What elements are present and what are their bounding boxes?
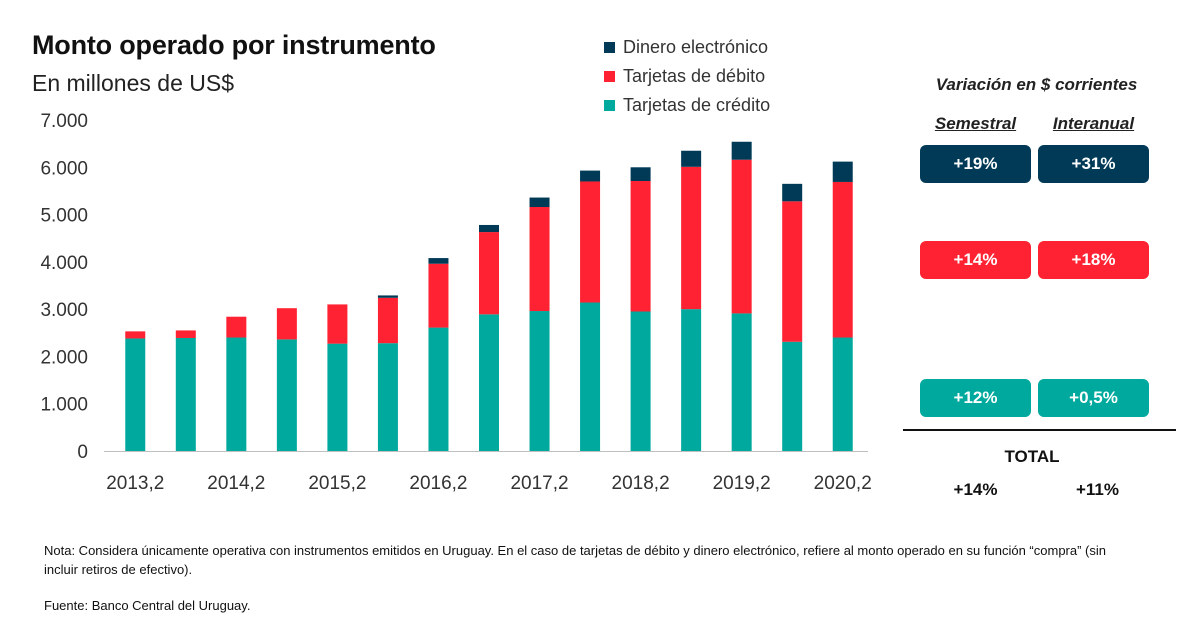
chart-title: Monto operado por instrumento: [32, 30, 436, 60]
x-tick-label: 2014,2: [207, 473, 265, 494]
legend: Dinero electrónico Tarjetas de débito Ta…: [604, 33, 770, 120]
y-tick-label: 5.000: [40, 206, 88, 227]
source-note: Fuente: Banco Central del Uruguay.: [44, 598, 251, 613]
bar-segment-dinero: [832, 161, 853, 182]
bar-segment-credito: [731, 313, 752, 451]
y-tick-label: 1.000: [40, 395, 88, 416]
bar-segment-dinero: [630, 167, 651, 181]
y-tick-label: 6.000: [40, 158, 88, 179]
bar-segment-dinero: [782, 183, 803, 202]
x-tick-label: 2017,2: [510, 473, 568, 494]
dinero-interanual-badge: +31%: [1038, 145, 1149, 183]
y-tick-label: 7.000: [40, 111, 88, 132]
bar-segment-debito: [731, 159, 752, 314]
credito-interanual-badge: +0,5%: [1038, 379, 1149, 417]
bar-segment-dinero: [731, 141, 752, 160]
bar-segment-credito: [428, 327, 449, 451]
bar-segment-credito: [630, 311, 651, 451]
bar-segment-debito: [529, 207, 550, 312]
x-tick-label: 2016,2: [409, 473, 467, 494]
bar-segment-credito: [175, 337, 196, 451]
bar-segment-credito: [276, 339, 297, 451]
bar-segment-debito: [580, 181, 601, 303]
x-tick-label: 2013,2: [106, 473, 164, 494]
bar-segment-debito: [782, 201, 803, 342]
bar-segment-debito: [479, 232, 499, 315]
legend-item-debito: Tarjetas de débito: [604, 62, 770, 91]
x-tick-label: 2019,2: [713, 473, 771, 494]
bar-segment-debito: [832, 181, 853, 338]
bar-segment-credito: [529, 311, 550, 451]
bar-segment-credito: [782, 341, 803, 451]
total-semestral: +14%: [953, 480, 998, 499]
bar-segment-debito: [428, 263, 449, 328]
bar-segment-dinero: [580, 170, 601, 182]
y-tick-label: 4.000: [40, 253, 88, 274]
bar-segment-credito: [580, 302, 601, 451]
bar-segment-debito: [327, 304, 348, 344]
debito-semestral-badge: +14%: [920, 241, 1031, 279]
x-tick-label: 2020,2: [814, 473, 872, 494]
bar-segment-debito: [377, 297, 398, 344]
dinero-semestral-badge: +19%: [920, 145, 1031, 183]
bar-segment-credito: [479, 314, 499, 451]
total-label: TOTAL: [1004, 447, 1060, 466]
legend-label-debito: Tarjetas de débito: [623, 66, 766, 86]
semestral-column-header: Semestral: [934, 114, 1017, 133]
bar-segment-dinero: [681, 150, 702, 167]
y-tick-label: 2.000: [40, 347, 88, 368]
total-interanual: +11%: [1075, 480, 1119, 499]
credito-semestral-badge: +12%: [920, 379, 1031, 417]
bar-segment-credito: [377, 343, 398, 451]
bar-segment-debito: [276, 308, 297, 340]
bar-segment-debito: [226, 316, 247, 338]
bar-segment-dinero: [529, 197, 550, 208]
x-tick-label: 2015,2: [308, 473, 366, 494]
legend-label-dinero: Dinero electrónico: [623, 37, 769, 57]
stacked-bar-chart: 0 1.000 2.000 3.000 4.000 5.000 6.000 7.000 2013…: [40, 111, 872, 494]
bar-segment-debito: [681, 166, 702, 310]
x-tick-label: 2018,2: [612, 473, 670, 494]
bar-segment-dinero: [377, 295, 398, 298]
bar-segment-credito: [226, 337, 247, 451]
legend-item-credito: Tarjetas de crédito: [604, 91, 770, 120]
bar-segment-credito: [681, 309, 702, 451]
bar-segment-dinero: [428, 258, 449, 264]
bar-segment-dinero: [479, 224, 499, 233]
bar-segment-debito: [125, 331, 146, 339]
y-tick-label: 3.000: [40, 300, 88, 321]
bar-segment-credito: [125, 338, 146, 451]
y-tick-label: 0: [77, 442, 88, 463]
bar-segment-debito: [175, 330, 196, 338]
legend-label-credito: Tarjetas de crédito: [623, 95, 771, 115]
legend-swatch-credito: [604, 100, 615, 111]
panel-divider: [903, 429, 1176, 431]
legend-swatch-dinero: [604, 42, 615, 53]
debito-interanual-badge: +18%: [1038, 241, 1149, 279]
legend-item-dinero: Dinero electrónico: [604, 33, 770, 62]
bar-segment-debito: [630, 180, 651, 312]
variation-panel-title: Variación en $ corrientes: [935, 75, 1138, 94]
interanual-column-header: Interanual: [1052, 114, 1135, 133]
bar-segment-credito: [327, 343, 348, 451]
footnote: Nota: Considera únicamente operativa con…: [44, 543, 1107, 577]
bar-segment-credito: [832, 337, 853, 451]
legend-swatch-debito: [604, 71, 615, 82]
chart-subtitle: En millones de US$: [32, 70, 234, 96]
